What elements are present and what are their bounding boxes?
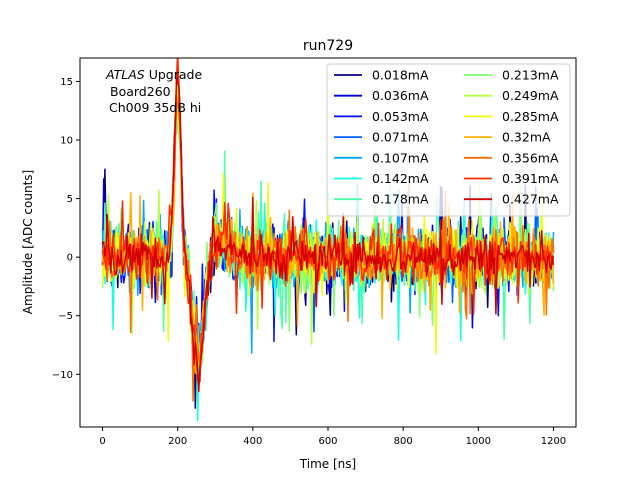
y-tick-label: 15 <box>60 77 73 88</box>
y-tick-label: −5 <box>58 311 73 322</box>
x-axis-label: Time [ns] <box>299 457 356 471</box>
legend-label: 0.107mA <box>372 150 429 165</box>
annotation-atlas: ATLAS <box>105 67 145 82</box>
legend-label: 0.213mA <box>502 68 559 83</box>
x-tick-label: 400 <box>243 436 262 447</box>
y-tick-label: 0 <box>67 253 73 264</box>
x-tick-label: 600 <box>318 436 337 447</box>
legend-label: 0.053mA <box>372 109 429 124</box>
y-tick-label: 10 <box>60 136 73 147</box>
x-tick-label: 0 <box>99 436 105 447</box>
legend-label: 0.142mA <box>372 171 429 186</box>
series-line-0.427mA <box>101 77 555 393</box>
legend-label: 0.32mA <box>502 130 551 145</box>
y-tick-label: 5 <box>67 194 73 205</box>
annotation-board: Board260 <box>110 84 171 99</box>
legend: 0.018mA 0.036mA 0.053mA 0.071mA 0.107mA 0.142… <box>326 63 571 217</box>
chart-title: run729 <box>303 38 353 54</box>
x-tick-label: 800 <box>394 436 413 447</box>
y-axis-ticks: −10 −5 0 5 10 15 <box>52 77 80 381</box>
x-tick-label: 1000 <box>466 436 491 447</box>
annotation-channel: Ch009 35dB hi <box>109 100 201 115</box>
legend-label: 0.391mA <box>502 171 559 186</box>
legend-label: 0.427mA <box>502 192 559 207</box>
legend-label: 0.178mA <box>372 192 429 207</box>
legend-label: 0.036mA <box>372 88 429 103</box>
y-axis-label: Amplitude [ADC counts] <box>21 170 35 314</box>
legend-label: 0.285mA <box>502 109 559 124</box>
atlas-annotation: ATLAS Upgrade Board260 Ch009 35dB hi <box>105 67 202 115</box>
x-tick-label: 200 <box>168 436 187 447</box>
legend-label: 0.071mA <box>372 130 429 145</box>
series-line-0.32mA <box>101 94 555 374</box>
legend-label: 0.356mA <box>502 150 559 165</box>
legend-frame <box>326 63 571 217</box>
annotation-upgrade: Upgrade <box>145 67 203 82</box>
y-tick-label: −10 <box>52 370 73 381</box>
legend-label: 0.018mA <box>372 68 429 83</box>
svg-text:ATLAS Upgrade: ATLAS Upgrade <box>105 67 202 82</box>
legend-label: 0.249mA <box>502 88 559 103</box>
x-axis-ticks: 0 200 400 600 800 1000 1200 <box>99 427 566 447</box>
x-tick-label: 1200 <box>541 436 566 447</box>
